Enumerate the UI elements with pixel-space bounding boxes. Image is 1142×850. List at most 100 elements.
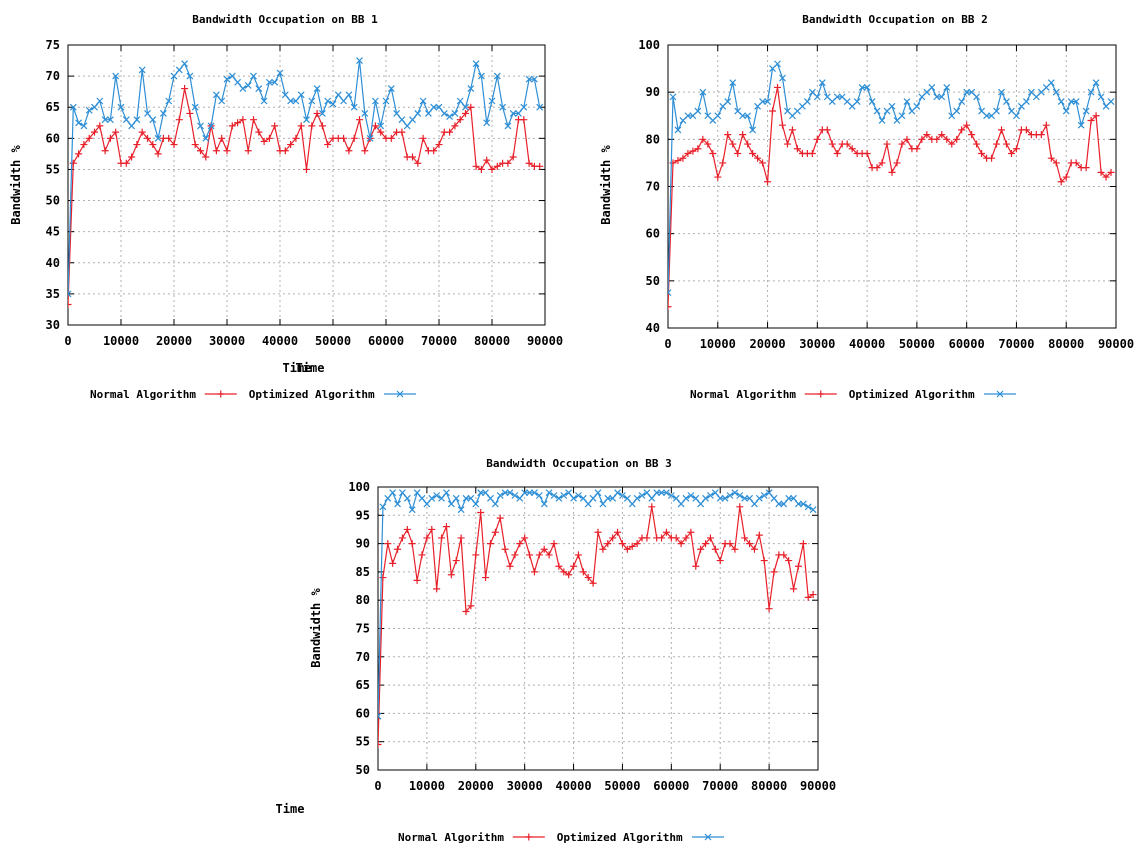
- chart-title: Bandwidth Occupation on BB 2: [802, 13, 987, 26]
- data-point: [462, 109, 469, 117]
- data-point: [604, 540, 612, 548]
- data-point: [863, 84, 871, 91]
- data-point: [398, 116, 406, 124]
- data-point: [716, 494, 724, 502]
- legend-label: Optimized Algorithm: [849, 388, 975, 401]
- series-normal: [668, 83, 1115, 311]
- data-point: [584, 574, 592, 582]
- data-point: [589, 494, 597, 502]
- data-point: [506, 489, 514, 497]
- data-point: [983, 112, 991, 120]
- data-point: [674, 157, 682, 165]
- data-point: [91, 103, 98, 111]
- data-point: [101, 147, 109, 155]
- data-point: [496, 492, 504, 499]
- data-point: [668, 303, 672, 311]
- chart-bb2-svg: Bandwidth Occupation on BB 2 40 50 60 70 80 90…: [283, 13, 1135, 401]
- data-point: [308, 122, 316, 130]
- data-point: [628, 500, 636, 508]
- data-point: [653, 489, 661, 497]
- data-point: [873, 164, 881, 172]
- data-point: [833, 93, 841, 101]
- x-tick-label: 50000: [315, 334, 351, 348]
- data-point: [783, 140, 791, 148]
- data-point: [759, 98, 767, 106]
- legend-marker: [217, 390, 225, 398]
- data-point: [378, 712, 382, 720]
- data-point: [456, 97, 464, 105]
- data-point: [614, 528, 622, 536]
- data-point: [668, 289, 672, 297]
- data-point: [788, 126, 796, 134]
- data-point: [181, 85, 189, 93]
- data-point: [472, 162, 480, 170]
- data-point: [350, 134, 358, 142]
- data-point: [570, 494, 577, 502]
- data-point: [202, 153, 210, 161]
- data-point: [813, 93, 821, 101]
- data-point: [903, 98, 911, 106]
- data-point: [457, 534, 465, 542]
- data-point: [744, 140, 752, 148]
- data-point: [933, 93, 941, 101]
- x-tick-label: 10000: [409, 779, 445, 793]
- data-point: [699, 88, 707, 96]
- data-point: [271, 78, 279, 86]
- data-point: [1003, 98, 1010, 106]
- data-point: [399, 489, 406, 497]
- data-point: [760, 492, 768, 499]
- data-point: [186, 72, 194, 80]
- data-point: [1042, 121, 1050, 129]
- plot-frame: [67, 44, 546, 326]
- data-point: [75, 150, 83, 158]
- data-point: [1072, 98, 1080, 106]
- data-point: [589, 579, 597, 587]
- data-point: [679, 154, 687, 162]
- data-point: [648, 494, 656, 502]
- data-point: [345, 147, 353, 155]
- data-point: [803, 98, 811, 106]
- data-point: [239, 85, 247, 92]
- data-point: [271, 122, 279, 130]
- data-point: [313, 109, 321, 117]
- x-tick-label: 90000: [527, 334, 563, 348]
- data-point: [1097, 168, 1105, 176]
- data-point: [154, 134, 162, 142]
- data-point: [186, 109, 194, 117]
- data-point: [499, 103, 507, 111]
- data-point: [963, 121, 971, 129]
- data-point: [973, 140, 981, 148]
- data-point: [260, 137, 268, 145]
- data-point: [953, 107, 961, 115]
- data-point: [423, 500, 431, 508]
- data-point: [447, 500, 455, 508]
- data-point: [998, 88, 1005, 96]
- data-point: [1087, 116, 1095, 124]
- data-point: [504, 122, 512, 130]
- data-point: [550, 540, 558, 548]
- x-tick-label: 40000: [849, 337, 885, 351]
- data-point: [361, 147, 369, 155]
- data-point: [409, 153, 416, 161]
- data-point: [303, 116, 310, 124]
- data-point: [779, 74, 786, 82]
- data-point: [953, 135, 961, 143]
- data-point: [530, 568, 538, 576]
- data-point: [540, 500, 548, 508]
- data-point: [729, 140, 737, 148]
- data-point: [863, 149, 871, 157]
- data-point: [462, 103, 469, 111]
- data-point: [424, 110, 432, 117]
- data-point: [888, 102, 896, 110]
- data-point: [667, 492, 675, 499]
- data-point: [318, 110, 326, 117]
- data-point: [483, 156, 491, 164]
- data-point: [181, 60, 189, 68]
- series-line: [668, 87, 1112, 307]
- data-point: [69, 159, 77, 167]
- data-point: [714, 112, 722, 120]
- data-point: [765, 605, 773, 613]
- data-point: [345, 91, 353, 99]
- data-point: [387, 134, 395, 142]
- data-point: [669, 93, 677, 101]
